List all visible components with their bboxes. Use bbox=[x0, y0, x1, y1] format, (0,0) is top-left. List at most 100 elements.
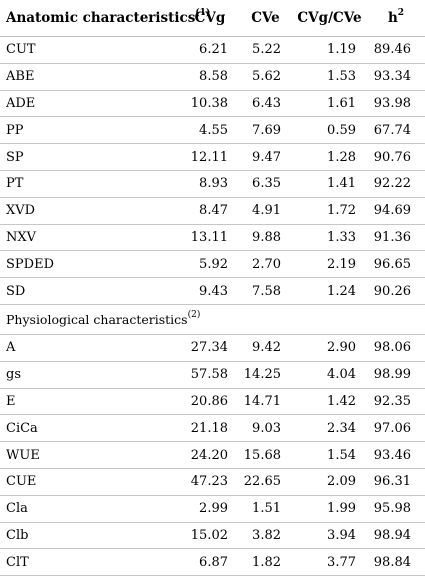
cell-cvg: 6.21 bbox=[181, 36, 239, 64]
cell-h2: 98.06 bbox=[367, 334, 425, 362]
header-row: Anatomic characteristics(1) CVg CVe CVg/… bbox=[0, 0, 425, 37]
cell-cve: 7.58 bbox=[239, 277, 292, 305]
cell-cve: 2.70 bbox=[239, 250, 292, 279]
cell-cvg: 8.93 bbox=[181, 170, 239, 198]
header-h2: h2 bbox=[367, 0, 425, 37]
cell-cvg: 10.38 bbox=[181, 90, 239, 118]
cell-cve: 22.65 bbox=[239, 468, 292, 496]
header-cvg: CVg bbox=[181, 0, 239, 37]
section-label-sup: (2) bbox=[187, 309, 201, 320]
table-row: PT 8.93 6.35 1.41 92.22 bbox=[0, 170, 425, 198]
table-row: CUE 47.23 22.65 2.09 96.31 bbox=[0, 468, 425, 496]
cell-ratio: 2.09 bbox=[292, 468, 367, 496]
row-label: ADE bbox=[0, 90, 181, 118]
row-label: PT bbox=[0, 170, 181, 198]
cell-ratio: 1.61 bbox=[292, 90, 367, 118]
cell-cvg: 12.11 bbox=[181, 143, 239, 171]
cell-cvg: 24.20 bbox=[181, 441, 239, 469]
cell-cve: 9.88 bbox=[239, 224, 292, 252]
cell-ratio: 1.33 bbox=[292, 224, 367, 252]
row-label: XVD bbox=[0, 197, 181, 225]
table-row: Cla 2.99 1.51 1.99 95.98 bbox=[0, 495, 425, 523]
cell-cvg: 13.11 bbox=[181, 224, 239, 252]
header-cve: CVe bbox=[239, 0, 292, 37]
cell-cvg: 57.58 bbox=[181, 361, 239, 389]
cell-cvg: 2.99 bbox=[181, 495, 239, 523]
cell-cvg: 9.43 bbox=[181, 277, 239, 305]
cell-cve: 5.62 bbox=[239, 63, 292, 91]
row-label: CUE bbox=[0, 468, 181, 496]
header-anatomic-label: Anatomic characteristics bbox=[6, 10, 196, 26]
cell-cve: 14.25 bbox=[239, 361, 292, 389]
table-row: gs 57.58 14.25 4.04 98.99 bbox=[0, 361, 425, 389]
row-label: PP bbox=[0, 116, 181, 145]
table-row: E 20.86 14.71 1.42 92.35 bbox=[0, 388, 425, 416]
table-row: CUT 6.21 5.22 1.19 89.46 bbox=[0, 36, 425, 64]
cell-ratio: 1.72 bbox=[292, 197, 367, 225]
cell-cvg: 27.34 bbox=[181, 334, 239, 362]
cell-cvg: 8.47 bbox=[181, 197, 239, 225]
cell-cvg: 4.55 bbox=[181, 116, 239, 145]
cell-cve: 9.03 bbox=[239, 414, 292, 443]
cell-ratio: 1.99 bbox=[292, 495, 367, 523]
table-header: Anatomic characteristics(1) CVg CVe CVg/… bbox=[0, 0, 425, 37]
cell-ratio: 2.90 bbox=[292, 334, 367, 362]
cell-h2: 91.36 bbox=[367, 224, 425, 252]
table-row: XVD 8.47 4.91 1.72 94.69 bbox=[0, 197, 425, 225]
cell-h2: 93.46 bbox=[367, 441, 425, 469]
row-label: ClT bbox=[0, 548, 181, 576]
table-row: ClT 6.87 1.82 3.77 98.84 bbox=[0, 548, 425, 576]
cell-cve: 7.69 bbox=[239, 116, 292, 145]
row-label: SP bbox=[0, 143, 181, 171]
header-anatomic-characteristics: Anatomic characteristics(1) bbox=[0, 0, 210, 37]
cell-h2: 98.84 bbox=[367, 548, 425, 576]
cell-ratio: 1.53 bbox=[292, 63, 367, 91]
cell-cve: 9.42 bbox=[239, 334, 292, 362]
cell-ratio: 1.28 bbox=[292, 143, 367, 171]
row-label: SD bbox=[0, 277, 181, 305]
cell-cve: 14.71 bbox=[239, 388, 292, 416]
table-row: SD 9.43 7.58 1.24 90.26 bbox=[0, 277, 425, 305]
table-row: ADE 10.38 6.43 1.61 93.98 bbox=[0, 90, 425, 118]
cell-ratio: 2.19 bbox=[292, 250, 367, 279]
row-label: CUT bbox=[0, 36, 181, 64]
header-h-sup: 2 bbox=[397, 7, 405, 18]
cell-cvg: 21.18 bbox=[181, 414, 239, 443]
cell-h2: 96.65 bbox=[367, 250, 425, 279]
table-row: PP 4.55 7.69 0.59 67.74 bbox=[0, 116, 425, 145]
cell-cve: 4.91 bbox=[239, 197, 292, 225]
cell-cve: 6.35 bbox=[239, 170, 292, 198]
row-label: WUE bbox=[0, 441, 181, 469]
cell-cvg: 5.92 bbox=[181, 250, 239, 279]
cell-cve: 9.47 bbox=[239, 143, 292, 171]
table-row: SPDED 5.92 2.70 2.19 96.65 bbox=[0, 250, 425, 279]
cell-ratio: 1.42 bbox=[292, 388, 367, 416]
cell-h2: 90.76 bbox=[367, 143, 425, 171]
header-cvg-cve: CVg/CVe bbox=[292, 0, 367, 37]
cell-ratio: 3.77 bbox=[292, 548, 367, 576]
section-label-text: Physiological characteristics bbox=[6, 311, 188, 327]
cell-cvg: 8.58 bbox=[181, 63, 239, 91]
cell-h2: 93.34 bbox=[367, 63, 425, 91]
cell-cvg: 47.23 bbox=[181, 468, 239, 496]
cell-cve: 15.68 bbox=[239, 441, 292, 469]
table-body: CUT 6.21 5.22 1.19 89.46 ABE 8.58 5.62 1.53 93.34… bbox=[0, 36, 425, 576]
section-label-physiological: Physiological characteristics(2) bbox=[0, 304, 425, 335]
cell-h2: 89.46 bbox=[367, 36, 425, 64]
cell-h2: 96.31 bbox=[367, 468, 425, 496]
table-row: CiCa 21.18 9.03 2.34 97.06 bbox=[0, 414, 425, 443]
cell-h2: 98.99 bbox=[367, 361, 425, 389]
table-row: SP 12.11 9.47 1.28 90.76 bbox=[0, 143, 425, 171]
cell-h2: 93.98 bbox=[367, 90, 425, 118]
cell-cve: 1.82 bbox=[239, 548, 292, 576]
cell-cve: 6.43 bbox=[239, 90, 292, 118]
cell-cve: 5.22 bbox=[239, 36, 292, 64]
cell-ratio: 4.04 bbox=[292, 361, 367, 389]
cell-h2: 92.35 bbox=[367, 388, 425, 416]
cell-cve: 1.51 bbox=[239, 495, 292, 523]
cell-ratio: 1.19 bbox=[292, 36, 367, 64]
cell-ratio: 1.24 bbox=[292, 277, 367, 305]
table-row: NXV 13.11 9.88 1.33 91.36 bbox=[0, 224, 425, 252]
cell-ratio: 1.41 bbox=[292, 170, 367, 198]
